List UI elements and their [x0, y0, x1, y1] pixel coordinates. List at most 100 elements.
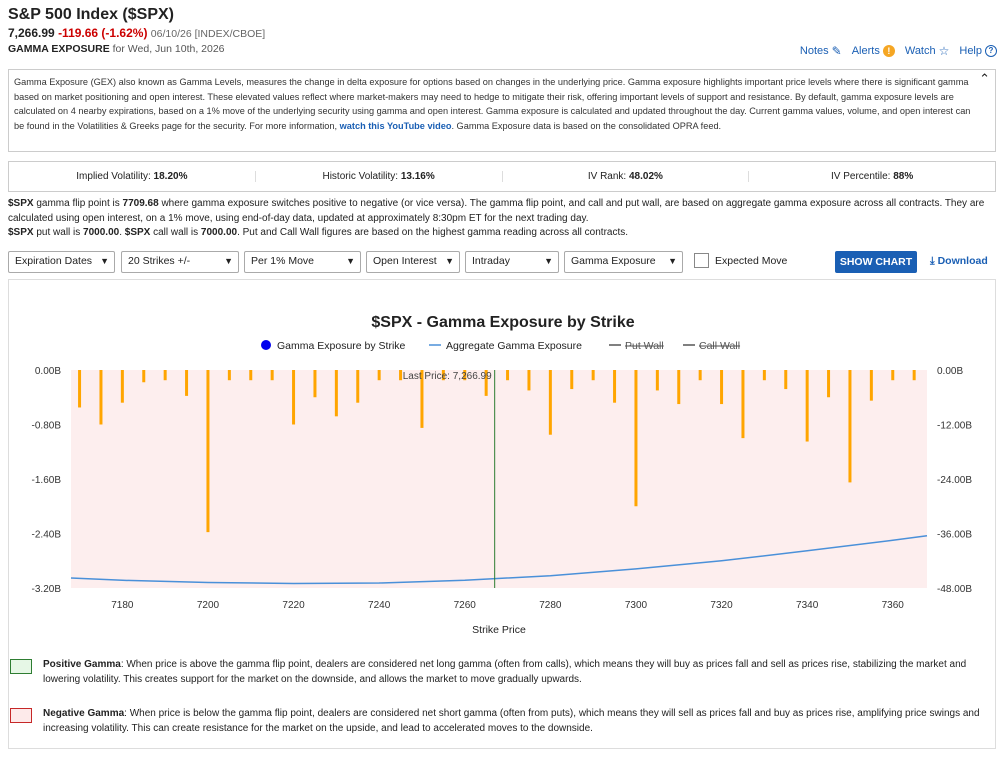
positive-text: : When price is above the gamma flip poi…: [43, 659, 967, 685]
chart-controls: Expiration Dates ▼ 20 Strikes +/- ▼ Per 1%…: [8, 251, 998, 274]
description-panel: Gamma Exposure (GEX) also known as Gamma…: [8, 69, 996, 152]
watch-link[interactable]: Watch ☆: [905, 44, 950, 58]
put-wall-symbol: $SPX: [8, 227, 34, 238]
chart-panel: $SPX - Gamma Exposure by Strike Gamma Exp…: [8, 279, 996, 749]
alerts-link[interactable]: Alerts!: [852, 44, 895, 58]
gamma-bar: [270, 370, 274, 381]
help-label: Help: [959, 45, 982, 57]
gamma-bar: [827, 370, 831, 398]
gamma-bar: [677, 370, 681, 405]
description-text: Gamma Exposure (GEX) also known as Gamma…: [14, 77, 971, 132]
x-tick-label: 7340: [796, 600, 819, 611]
alert-icon: !: [882, 45, 895, 57]
gamma-bar: [570, 370, 574, 390]
gamma-bar: [99, 370, 103, 425]
legend-aggregate: Aggregate Gamma Exposure: [446, 340, 582, 352]
download-icon: ⤓: [930, 255, 935, 267]
flip-value: 7709.68: [122, 198, 159, 209]
legend-gamma: Gamma Exposure by Strike: [277, 340, 406, 352]
x-tick-label: 7220: [282, 600, 305, 611]
historic-volatility: Historic Volatility: 13.16%: [256, 171, 503, 182]
x-tick-label: 7280: [539, 600, 562, 611]
gamma-bar: [356, 370, 360, 403]
quote-line: 7,266.99 -119.66 (-1.62%) 06/10/26 [INDE…: [8, 26, 265, 40]
expiration-dates-dropdown[interactable]: Expiration Dates ▼: [8, 251, 115, 273]
negative-swatch: [10, 708, 32, 723]
gamma-chart: $SPX - Gamma Exposure by Strike Gamma Exp…: [32, 314, 973, 636]
move-select[interactable]: Per 1% Move ▼: [244, 251, 361, 273]
right-tick-label: -48.00B: [937, 584, 972, 595]
chart-title: $SPX - Gamma Exposure by Strike: [371, 314, 634, 331]
gamma-bar: [313, 370, 317, 398]
flip-text-a: gamma flip point is: [33, 198, 123, 209]
quote-header: S&P 500 Index ($SPX) 7,266.99 -119.66 (-…: [8, 6, 265, 55]
collapse-chevron-icon[interactable]: ⌃: [979, 71, 990, 86]
ivp-value: 88%: [893, 171, 914, 182]
show-chart-button[interactable]: SHOW CHART: [835, 251, 917, 273]
iv-percentile: IV Percentile: 88%: [749, 171, 995, 182]
gamma-bar: [912, 370, 916, 381]
gamma-label: Gamma Exposure: [571, 255, 656, 267]
open-interest-select[interactable]: Open Interest ▼: [366, 251, 460, 273]
gamma-bar: [249, 370, 253, 381]
chevron-down-icon: ▼: [346, 256, 355, 266]
ivp-label: IV Percentile:: [830, 171, 891, 182]
help-link[interactable]: Help?: [959, 44, 997, 58]
expected-move-label: Expected Move: [715, 254, 788, 267]
notes-link[interactable]: Notes ✎: [800, 44, 842, 58]
gamma-bar: [399, 370, 403, 381]
gamma-bar: [292, 370, 296, 425]
hv-value: 13.16%: [400, 171, 435, 182]
gamma-bar: [120, 370, 124, 403]
gamma-bar: [613, 370, 617, 403]
left-tick-label: -2.40B: [32, 530, 62, 541]
positive-swatch: [10, 659, 32, 674]
download-label: Download: [937, 255, 988, 267]
price-change: -119.66 (-1.62%): [58, 26, 148, 40]
x-tick-label: 7200: [197, 600, 220, 611]
plot-background: [71, 370, 927, 588]
positive-gamma-note: Positive Gamma: When price is above the …: [10, 657, 985, 687]
call-wall-value: 7000.00: [200, 227, 238, 238]
volatility-bar: Implied Volatility: 18.20% Historic Vola…: [8, 161, 996, 192]
gamma-bar: [334, 370, 338, 417]
checkbox-box[interactable]: [694, 253, 709, 268]
gamma-select[interactable]: Gamma Exposure ▼: [564, 251, 683, 273]
gamma-bar: [591, 370, 595, 381]
strikes-select[interactable]: 20 Strikes +/- ▼: [121, 251, 239, 273]
right-tick-label: -24.00B: [937, 475, 972, 486]
youtube-link[interactable]: watch this YouTube video: [339, 121, 452, 132]
call-wall-symbol: $SPX: [124, 227, 151, 238]
right-tick-label: -36.00B: [937, 530, 972, 541]
flip-text-b: where gamma exposure switches positive t…: [8, 198, 985, 224]
left-tick-label: -0.80B: [32, 421, 62, 432]
alerts-label: Alerts: [851, 45, 880, 57]
download-link[interactable]: ⤓ Download: [930, 255, 988, 268]
gamma-bar: [377, 370, 381, 381]
description-text-end: . Gamma Exposure data is based on the co…: [451, 121, 722, 132]
gamma-bar: [720, 370, 724, 405]
chevron-down-icon: ▼: [668, 256, 677, 266]
gamma-bar: [741, 370, 745, 439]
x-tick-label: 7320: [710, 600, 733, 611]
intraday-select[interactable]: Intraday ▼: [465, 251, 559, 273]
implied-volatility: Implied Volatility: 18.20%: [9, 171, 256, 182]
move-label: Per 1% Move: [251, 255, 315, 267]
put-wall-value: 7000.00: [83, 227, 120, 238]
x-tick-label: 7300: [625, 600, 648, 611]
expected-move-checkbox[interactable]: Expected Move: [694, 253, 787, 268]
gamma-bar: [441, 370, 445, 381]
legend-dot-icon: [261, 340, 271, 350]
last-price-label: Last Price: 7,266.99: [403, 371, 492, 382]
legend-putwall: Put Wall: [625, 340, 664, 352]
walls-text: . Put and Call Wall figures are based on…: [237, 227, 629, 238]
toolbar-links: Notes ✎ Alerts! Watch ☆ Help?: [800, 44, 997, 58]
negative-gamma-note: Negative Gamma: When price is below the …: [10, 706, 985, 736]
gamma-bar: [891, 370, 895, 381]
intraday-label: Intraday: [472, 255, 510, 267]
aggregate-gamma-line: [70, 535, 928, 585]
iv-value: 18.20%: [153, 171, 188, 182]
iv-label: Implied Volatility:: [76, 171, 151, 182]
left-tick-label: -1.60B: [32, 475, 62, 486]
oi-label: Open Interest: [373, 255, 437, 267]
